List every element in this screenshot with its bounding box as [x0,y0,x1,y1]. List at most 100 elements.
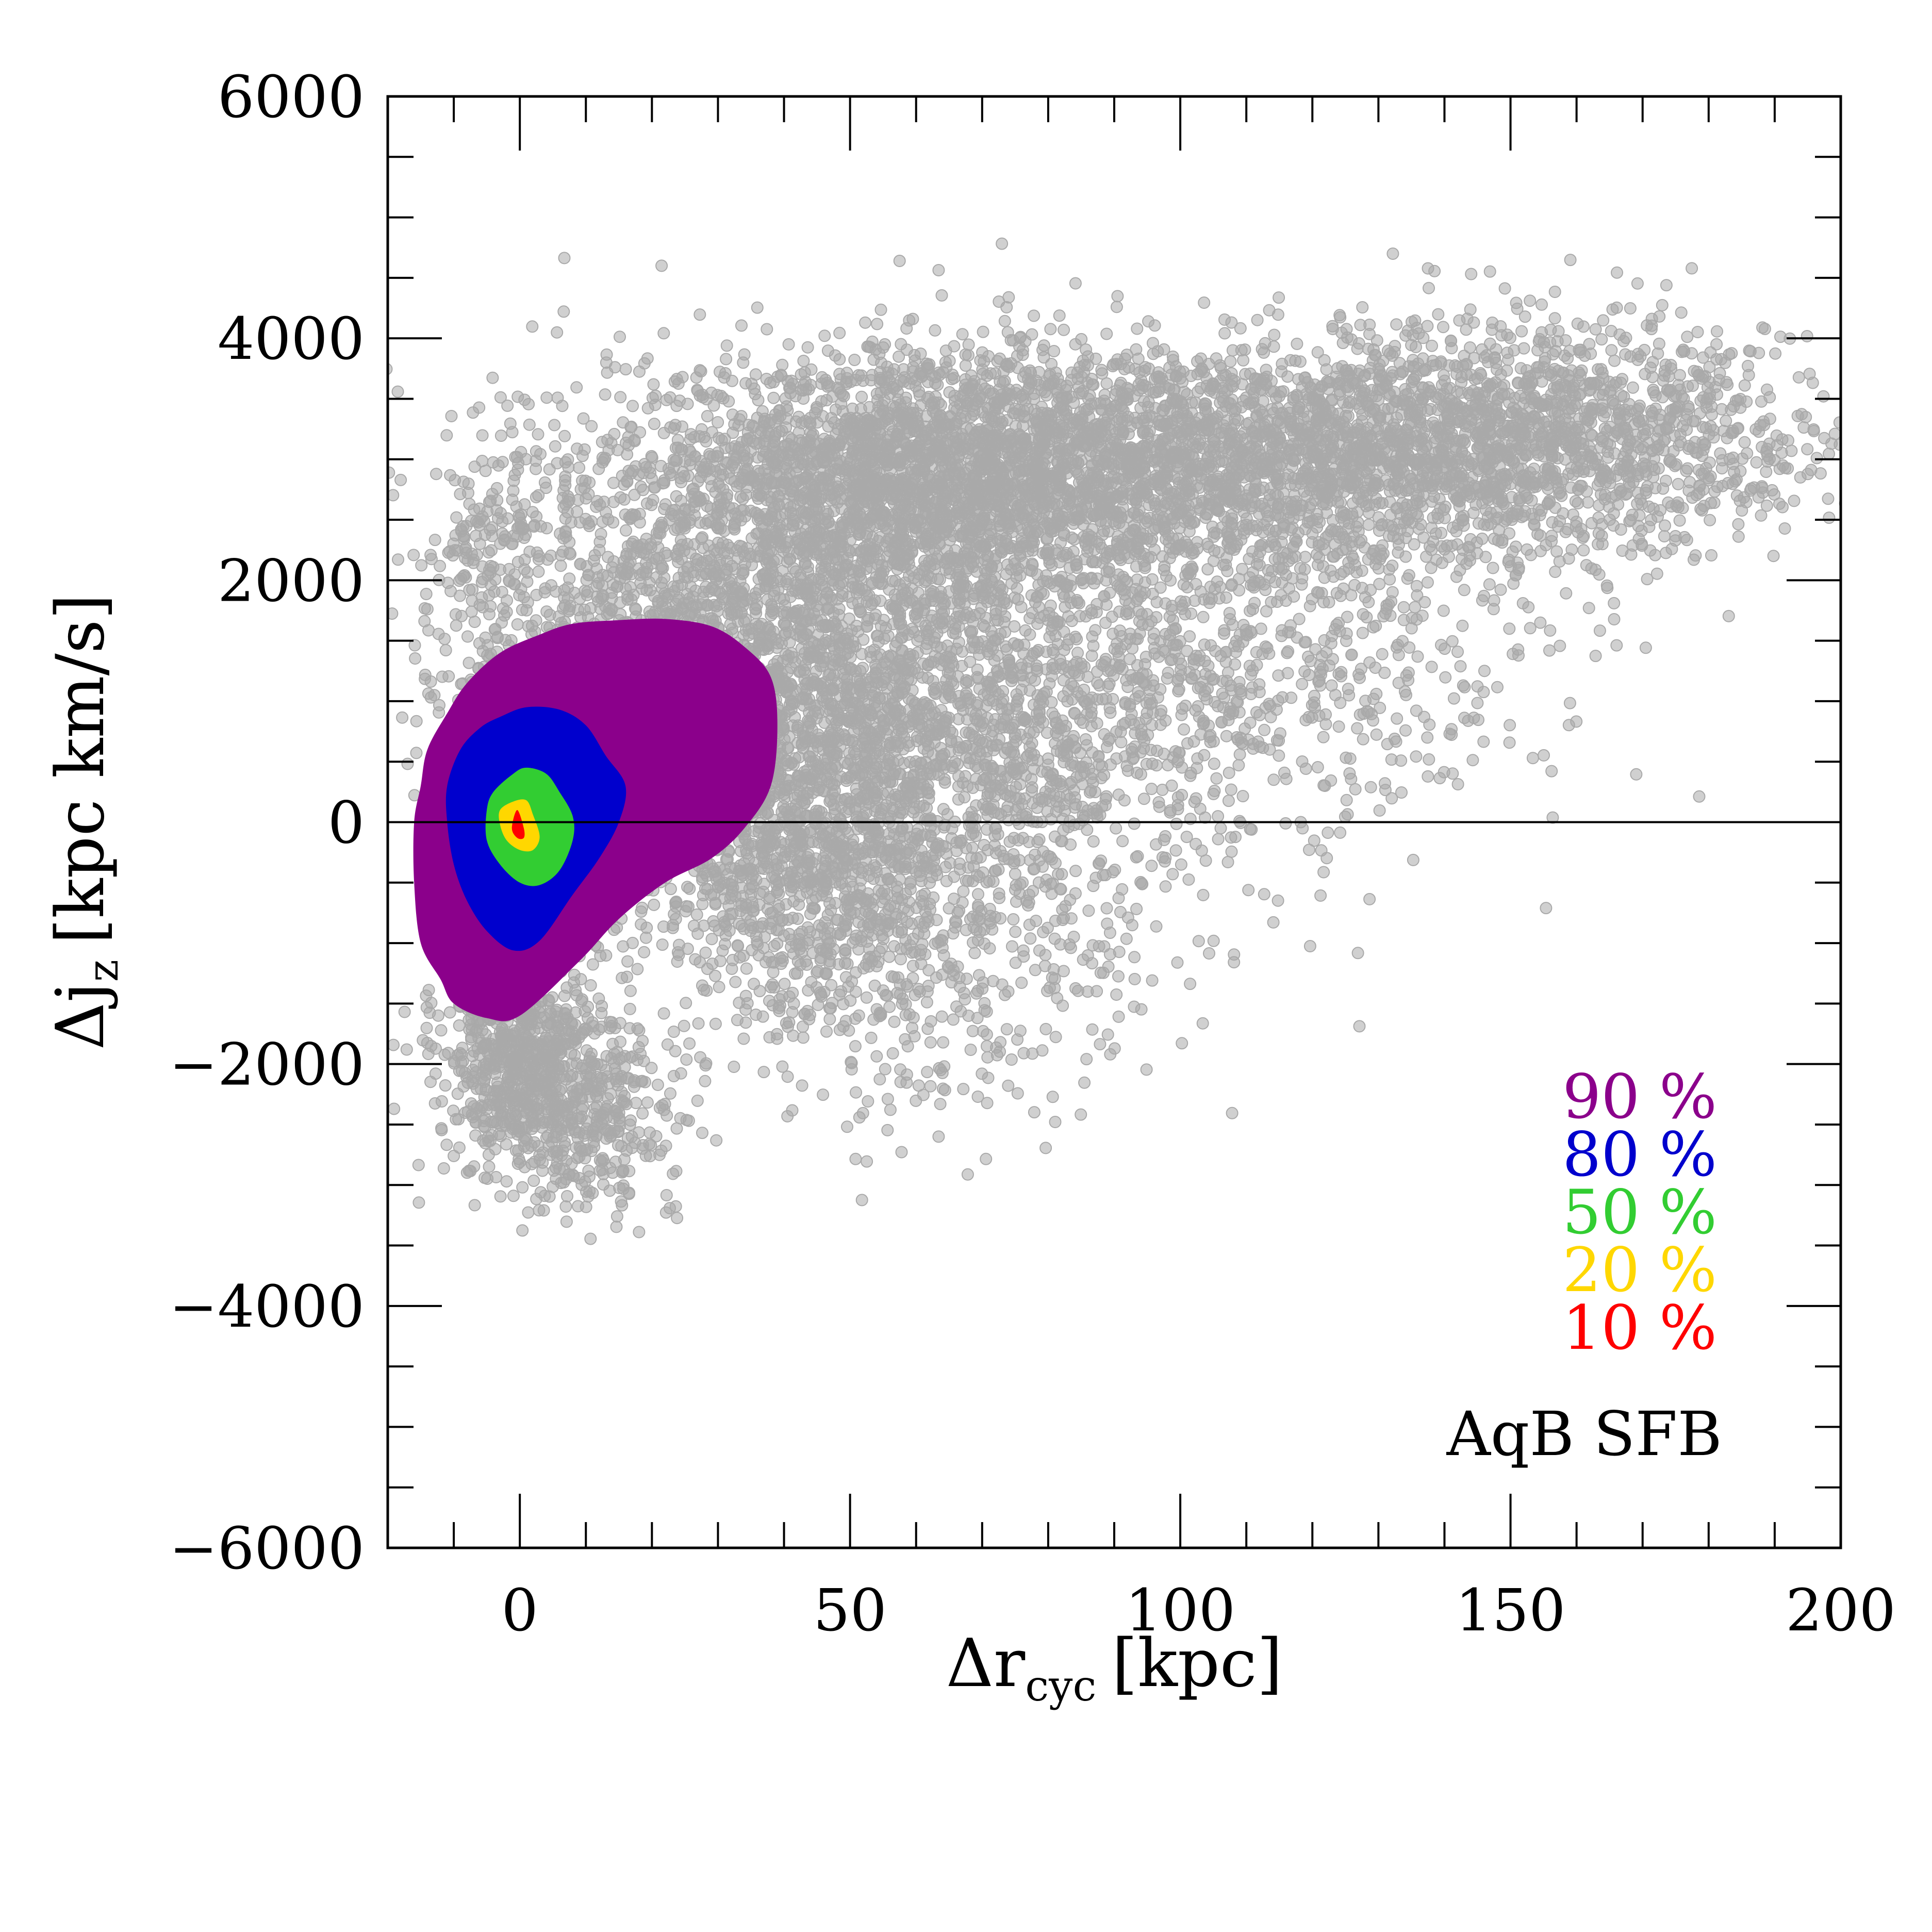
scatter-point [1513,494,1526,507]
scatter-point [1181,388,1194,401]
scatter-point [1479,476,1492,489]
scatter-point [1432,308,1445,321]
scatter-point [1741,447,1754,460]
scatter-point [1769,347,1782,360]
scatter-point [1276,357,1289,370]
scatter-point [1209,494,1222,507]
scatter-point [1531,527,1544,540]
scatter-point [494,391,507,404]
scatter-point [1147,348,1160,360]
scatter-point [1426,339,1438,352]
scatter-point [1122,361,1135,374]
scatter-point [1436,556,1448,569]
scatter-point [1224,355,1237,368]
scatter-point [1658,530,1671,542]
scatter-point [392,553,404,566]
scatter-point [1416,352,1429,365]
scatter-point [1346,497,1359,510]
scatter-point [1465,268,1478,280]
scatter-point [1226,403,1239,416]
scatter-point [1341,478,1353,490]
scatter-point [1736,504,1748,517]
scatter-point [1479,405,1492,418]
scatter-point [1346,510,1359,523]
scatter-point [1340,364,1352,376]
scatter-point [1207,434,1219,447]
scatter-point [638,357,651,370]
scatter-point [852,369,865,382]
scatter-point [935,289,948,302]
scatter-point [556,400,569,412]
scatter-point [874,303,887,316]
scatter-point [1373,524,1385,537]
scatter-point [1557,367,1570,379]
scatter-point [1363,327,1376,340]
scatter-point [1647,384,1660,397]
scatter-point [1148,319,1161,332]
scatter-point [1307,427,1319,440]
scatter-point [1120,349,1133,361]
scatter-point [1358,384,1371,397]
scatter-point [1765,484,1778,497]
scatter-point [1672,477,1685,490]
scatter-point [1498,480,1511,492]
scatter-point [1297,443,1310,456]
scatter-point [1164,405,1177,418]
scatter-point [1423,282,1435,294]
scatter-point [1633,399,1646,412]
scatter-point [1367,343,1380,356]
scatter-point [1653,337,1665,350]
scatter-point [1043,409,1055,422]
scatter-point [1360,431,1373,444]
scatter-point [1414,496,1426,508]
scatter-point [1237,354,1250,367]
scatter-point [1549,566,1562,578]
scatter-point [1460,358,1473,371]
scatter-point [1774,331,1787,343]
scatter-point [1606,303,1619,316]
scatter-point [1577,320,1590,333]
scatter-point [1233,440,1246,453]
scatter-point [996,237,1009,250]
scatter-point [1498,468,1511,481]
scatter-point [1428,463,1441,476]
scatter-point [391,385,404,398]
scatter-point [1100,327,1113,340]
scatter-point [1773,498,1786,510]
scatter-point [1656,299,1669,311]
scatter-point [1250,524,1263,537]
scatter-point [939,344,952,357]
scatter-point [967,437,980,450]
scatter-point [1348,461,1361,474]
scatter-point [1610,639,1623,652]
scatter-point [1464,341,1476,354]
scatter-point [1195,472,1208,485]
scatter-point [1287,454,1300,467]
scatter-point [570,381,583,394]
scatter-point [1801,443,1814,456]
scatter-point [1738,436,1751,449]
scatter-point [1452,412,1465,425]
scatter-point [1176,375,1189,388]
scatter-point [855,390,868,403]
scatter-point [1562,467,1575,480]
scatter-point [1608,597,1621,609]
scatter-point [619,363,632,376]
scatter-point [1448,359,1461,372]
scatter-point [761,323,773,336]
scatter-point [1044,323,1057,336]
scatter-point [976,346,989,359]
scatter-point [1111,290,1124,303]
scatter-point [1372,511,1385,524]
scatter-point [1198,296,1211,309]
scatter-point [1421,320,1434,333]
scatter-point [1374,414,1386,427]
scatter-point [1298,371,1311,384]
scatter-point [848,354,861,366]
scatter-point [1453,314,1466,327]
scatter-point [1421,576,1434,589]
scatter-point [1496,534,1509,547]
scatter-point [1510,296,1523,309]
scatter-point [1048,345,1061,357]
scatter-point [1237,394,1250,407]
